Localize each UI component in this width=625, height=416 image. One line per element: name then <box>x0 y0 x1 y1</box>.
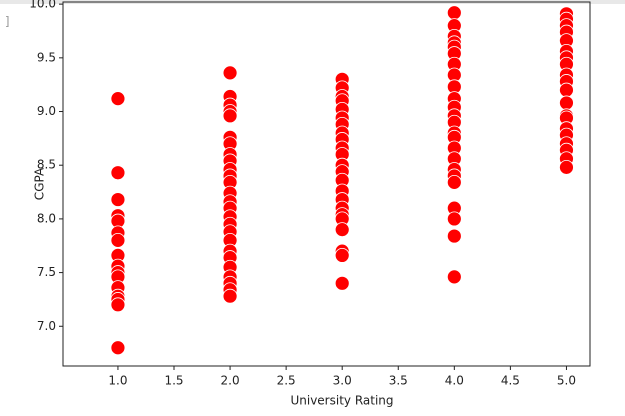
y-tick-label: 7.5 <box>37 265 56 279</box>
point <box>110 192 126 207</box>
y-tick-label: 8.0 <box>37 211 56 225</box>
axes-frame <box>62 1 591 367</box>
y-tick-label: 7.0 <box>37 319 56 333</box>
x-tick-label: 3.5 <box>389 374 408 388</box>
point <box>446 174 462 190</box>
point <box>559 159 574 175</box>
point <box>334 248 350 263</box>
point <box>222 65 238 81</box>
point <box>446 228 462 244</box>
x-tick-label: 2.5 <box>277 374 296 388</box>
y-tick-label: 10.0 <box>29 0 56 11</box>
point <box>110 91 126 107</box>
x-tick-label: 1.5 <box>164 374 183 388</box>
point <box>334 275 350 291</box>
x-tick-label: 3.0 <box>333 374 352 388</box>
point <box>222 108 238 124</box>
y-axis-label: CGPA <box>33 167 47 200</box>
point <box>222 288 238 304</box>
plot-area <box>110 5 574 356</box>
x-axis-label: University Rating <box>290 394 393 408</box>
y-tick-label: 9.5 <box>37 50 56 64</box>
point <box>110 165 126 181</box>
x-tick-label: 4.0 <box>445 374 464 388</box>
point <box>110 232 126 248</box>
point <box>446 211 462 227</box>
x-tick-label: 2.0 <box>221 374 240 388</box>
point <box>110 297 126 313</box>
point <box>559 95 574 111</box>
x-tick-label: 1.0 <box>108 374 127 388</box>
x-tick-label: 4.5 <box>501 374 520 388</box>
point <box>446 5 462 21</box>
point <box>559 82 574 98</box>
y-tick-label: 9.0 <box>37 104 56 118</box>
x-tick-label: 5.0 <box>557 374 576 388</box>
point <box>334 222 350 238</box>
point <box>110 340 126 356</box>
y-tick-label: 8.5 <box>37 158 56 172</box>
point <box>446 269 462 285</box>
cell-prompt: ] <box>4 15 11 29</box>
